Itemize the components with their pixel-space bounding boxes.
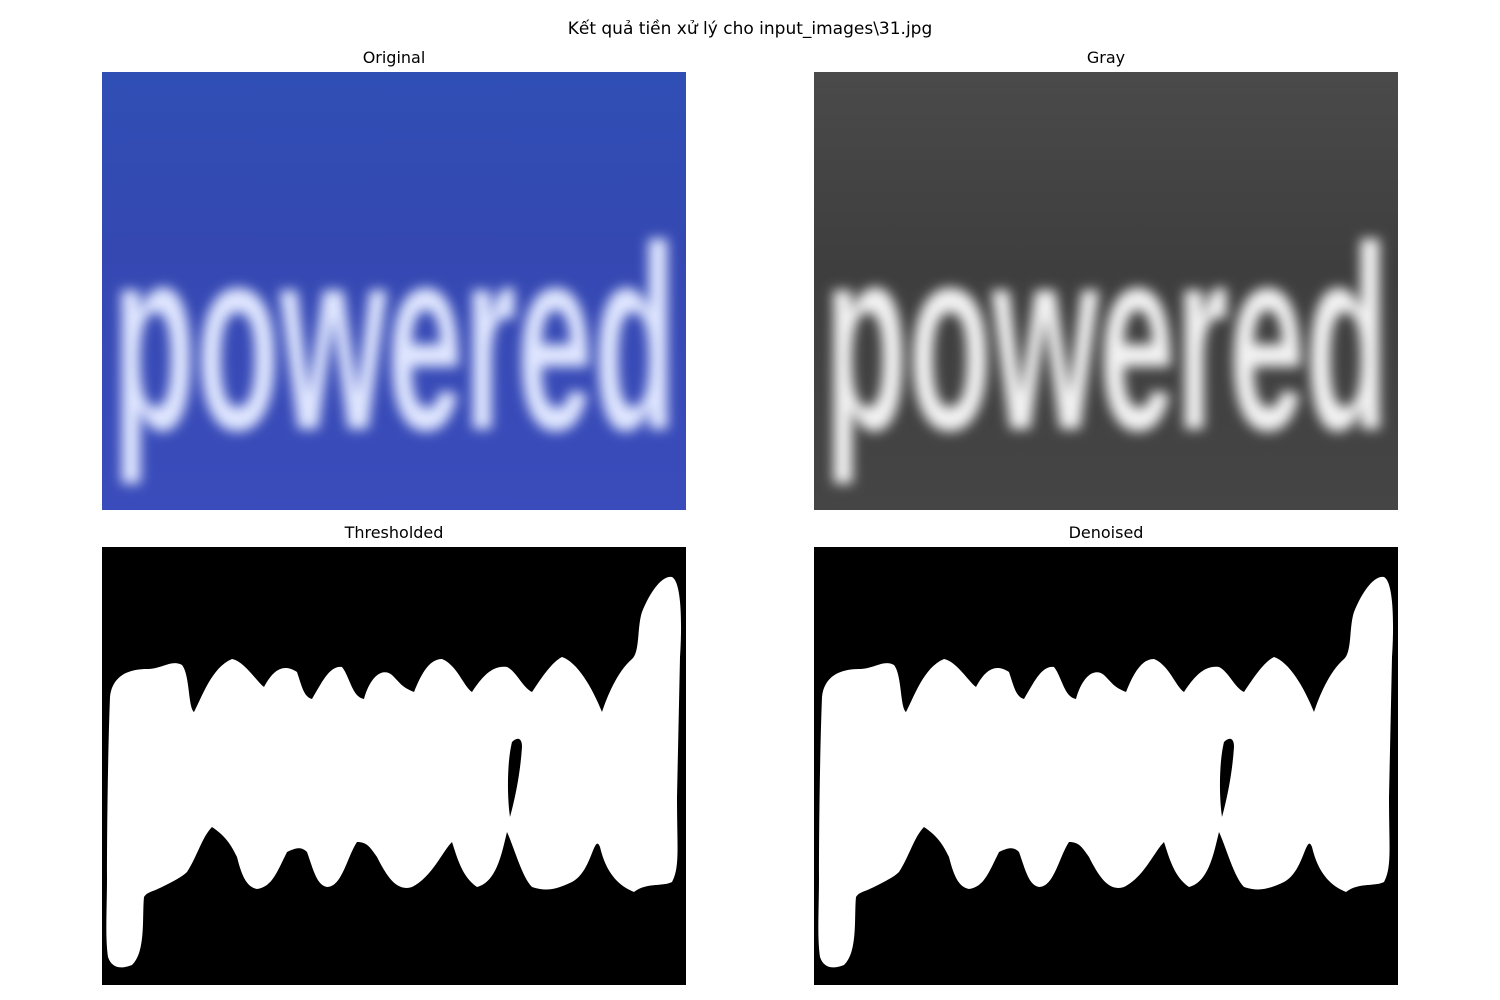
svg-text:powered: powered — [112, 192, 677, 486]
thresholded-mask — [102, 547, 686, 985]
original-word-image: powered — [102, 72, 686, 510]
panel-title-gray: Gray — [1086, 48, 1126, 67]
figure-title: Kết quả tiền xử lý cho input_images\31.j… — [567, 19, 933, 39]
panel-title-original: Original — [362, 48, 426, 67]
original-image: powered — [102, 72, 686, 510]
gray-word-image: powered — [814, 72, 1398, 510]
denoised-mask — [814, 547, 1398, 985]
panel-title-denoised: Denoised — [1068, 523, 1144, 542]
panel-title-thresholded: Thresholded — [344, 523, 444, 542]
svg-text:powered: powered — [824, 192, 1389, 486]
denoised-image — [814, 547, 1398, 985]
gray-image: powered — [814, 72, 1398, 510]
thresholded-image — [102, 547, 686, 985]
